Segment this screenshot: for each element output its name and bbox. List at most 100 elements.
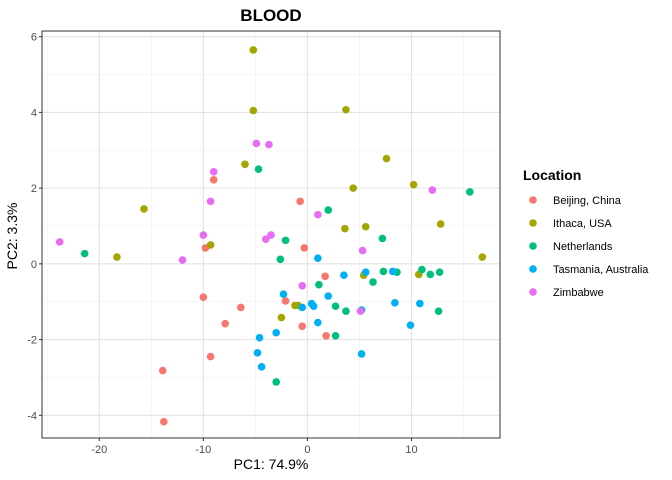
- data-point: [322, 331, 330, 340]
- data-point: [314, 318, 322, 327]
- data-point: [418, 265, 426, 274]
- data-point: [221, 319, 229, 328]
- data-point: [324, 206, 333, 214]
- legend-label: Beijing, China: [553, 195, 622, 207]
- data-point: [265, 140, 273, 149]
- data-point: [113, 253, 121, 261]
- data-point: [391, 299, 399, 307]
- y-axis-ticks: -4 -2 0 2 4 6: [27, 32, 42, 422]
- data-point: [436, 220, 445, 228]
- data-point: [356, 307, 365, 315]
- data-point: [342, 105, 350, 114]
- data-point: [315, 280, 323, 289]
- chart-title: BLOOD: [240, 6, 301, 25]
- data-point: [261, 235, 270, 244]
- data-point: [80, 249, 89, 258]
- data-point: [358, 246, 367, 255]
- data-point: [340, 271, 348, 280]
- y-tick-label: 0: [31, 259, 37, 271]
- y-axis-title: PC2: 3.3%: [4, 203, 20, 270]
- legend-label: Netherlands: [553, 241, 613, 253]
- data-point: [209, 175, 218, 184]
- x-tick-label: 0: [304, 444, 310, 456]
- plot-panel: [41, 30, 501, 439]
- data-point: [298, 322, 307, 331]
- data-point: [341, 224, 349, 233]
- data-point: [331, 331, 340, 340]
- data-point: [478, 253, 487, 261]
- data-point: [342, 307, 350, 315]
- data-point: [159, 417, 168, 426]
- y-tick-label: -4: [27, 410, 37, 422]
- data-point: [382, 154, 391, 163]
- legend-key: [529, 219, 537, 227]
- x-axis-title: PC1: 74.9%: [234, 456, 309, 472]
- data-point: [237, 303, 245, 312]
- plot-border: [41, 30, 501, 439]
- y-tick-label: 2: [31, 183, 37, 195]
- data-point: [199, 293, 208, 301]
- data-point: [296, 197, 304, 206]
- data-point: [253, 349, 262, 357]
- data-point: [466, 188, 474, 196]
- data-point: [426, 270, 435, 279]
- data-points: [55, 46, 487, 426]
- data-point: [406, 321, 415, 329]
- data-point: [158, 366, 167, 375]
- data-point: [277, 313, 286, 322]
- x-tick-label: -10: [195, 444, 211, 456]
- data-point: [361, 268, 370, 276]
- data-point: [178, 256, 187, 264]
- legend-label: Zimbabwe: [553, 287, 604, 299]
- data-point: [281, 297, 290, 305]
- data-point: [309, 302, 318, 311]
- y-tick-label: -2: [27, 335, 37, 347]
- legend: Location Beijing, China Ithaca, USA Nether…: [523, 167, 649, 299]
- data-point: [255, 333, 264, 342]
- data-point: [369, 278, 377, 286]
- data-point: [298, 282, 307, 290]
- data-point: [279, 290, 288, 298]
- data-point: [331, 302, 340, 311]
- data-point: [276, 255, 285, 264]
- data-point: [249, 106, 258, 115]
- data-point: [267, 231, 275, 239]
- data-point: [199, 231, 208, 239]
- data-point: [314, 254, 322, 262]
- data-point: [361, 222, 370, 231]
- data-point: [314, 210, 322, 219]
- legend-key: [529, 288, 537, 296]
- data-point: [209, 168, 218, 176]
- x-tick-label: -20: [91, 444, 107, 456]
- legend-items: Beijing, China Ithaca, USA Netherlands Tasm…: [529, 195, 649, 299]
- data-point: [298, 303, 307, 312]
- data-point: [416, 299, 424, 308]
- legend-label: Ithaca, USA: [553, 218, 612, 230]
- data-point: [272, 328, 281, 337]
- x-tick-label: 10: [405, 444, 417, 456]
- data-point: [388, 267, 397, 276]
- legend-label: Tasmania, Australia: [553, 264, 649, 276]
- data-point: [254, 165, 263, 173]
- legend-key: [529, 196, 537, 204]
- data-point: [378, 234, 387, 243]
- y-tick-label: 6: [31, 32, 37, 44]
- data-point: [241, 160, 249, 169]
- data-point: [140, 205, 148, 213]
- data-point: [357, 350, 366, 358]
- x-axis-ticks: -20 -10 0 10: [91, 438, 418, 456]
- data-point: [409, 180, 418, 189]
- data-point: [379, 267, 388, 276]
- y-tick-label: 4: [31, 107, 37, 119]
- data-point: [428, 186, 437, 194]
- legend-title: Location: [523, 167, 581, 183]
- data-point: [272, 378, 281, 386]
- data-point: [55, 238, 64, 246]
- data-point: [257, 363, 266, 371]
- legend-key: [529, 265, 537, 273]
- data-point: [300, 244, 309, 252]
- data-point: [321, 272, 329, 281]
- data-point: [206, 241, 215, 249]
- data-point: [349, 184, 358, 192]
